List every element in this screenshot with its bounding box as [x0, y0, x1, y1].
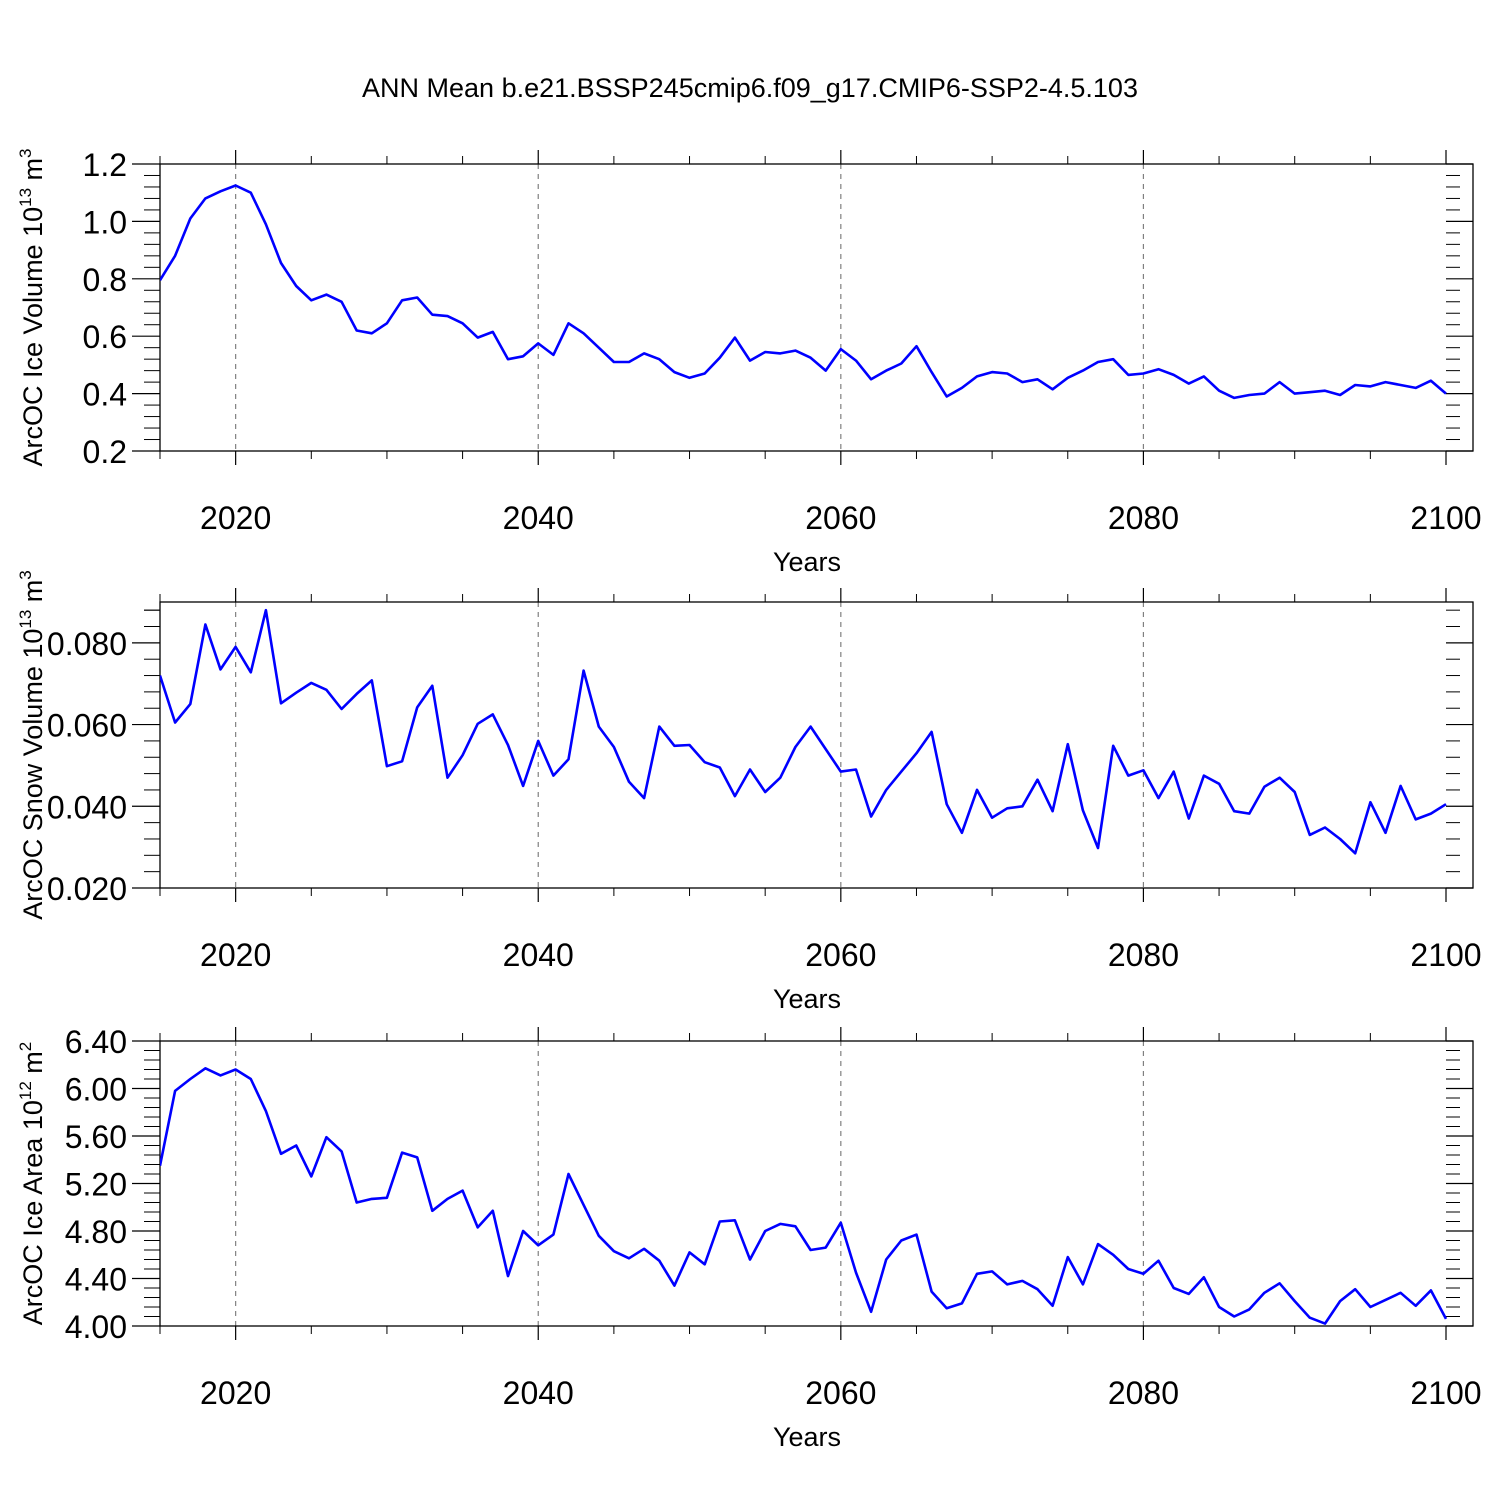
y-axis-title: ArcOC Ice Area 1012 m2: [16, 1042, 48, 1326]
x-tick-label-2060: 2060: [805, 1375, 876, 1411]
x-tick-label-2100: 2100: [1410, 937, 1481, 973]
y-tick-label-1.0: 1.0: [83, 204, 127, 240]
y-tick-label-4.40: 4.40: [65, 1262, 127, 1298]
y-tick-label-0.4: 0.4: [83, 377, 127, 413]
y-axis-title-unit: m: [18, 580, 48, 610]
y-axis-title-text: ArcOC Ice Area 10: [18, 1100, 48, 1325]
y-axis-title-text: ArcOC Snow Volume 10: [18, 629, 48, 920]
y-tick-label-4.80: 4.80: [65, 1214, 127, 1250]
y-tick-label-5.20: 5.20: [65, 1167, 127, 1203]
y-axis-title: ArcOC Snow Volume 1013 m3: [16, 570, 48, 920]
tick-marks: [132, 1027, 1473, 1340]
y-tick-label-0.080: 0.080: [47, 626, 127, 662]
y-axis-title: ArcOC Ice Volume 1013 m3: [16, 148, 48, 466]
x-tick-label-2060: 2060: [805, 500, 876, 536]
y-tick-label-6.40: 6.40: [65, 1024, 127, 1060]
series-line: [160, 1067, 1448, 1325]
y-tick-label-6.00: 6.00: [65, 1072, 127, 1108]
y-axis-title-unit-exponent: 2: [16, 1042, 35, 1051]
y-tick-label-1.2: 1.2: [83, 147, 127, 183]
y-tick-label-0.6: 0.6: [83, 319, 127, 355]
y-axis-title-exponent: 13: [16, 188, 35, 207]
y-tick-label-0.020: 0.020: [47, 871, 127, 907]
y-axis-title-unit-exponent: 3: [16, 148, 35, 157]
x-tick-label-2040: 2040: [503, 500, 574, 536]
panel-1: 2020 2040 2060 2080 2100 0.2 0.4 0.6 0.8 1.0 1.2 Ye…: [16, 147, 1482, 577]
y-axis-title-text: ArcOC Ice Volume 10: [18, 207, 48, 467]
x-tick-label-2060: 2060: [805, 937, 876, 973]
y-tick-label-0.8: 0.8: [83, 262, 127, 298]
y-axis-title-unit: m: [18, 1051, 48, 1081]
panel-2: 2020 2040 2060 2080 2100 0.020 0.040 0.060 0.080…: [16, 570, 1482, 1014]
x-tick-label-2100: 2100: [1410, 500, 1481, 536]
panel-3: 2020 2040 2060 2080 2100 4.00 4.40 4.80 5.20 5.60…: [16, 1024, 1482, 1452]
tick-marks: [132, 150, 1473, 465]
x-tick-label-2080: 2080: [1108, 1375, 1179, 1411]
series-line: [160, 608, 1447, 855]
x-tick-label-2040: 2040: [503, 937, 574, 973]
y-axis-title-unit: m: [18, 158, 48, 188]
x-tick-label-2020: 2020: [200, 1375, 271, 1411]
y-axis-title-unit-exponent: 3: [16, 570, 35, 579]
y-tick-label-0.2: 0.2: [83, 434, 127, 470]
series-line: [160, 184, 1447, 400]
x-axis-title: Years: [773, 1422, 841, 1452]
y-tick-label-0.060: 0.060: [47, 708, 127, 744]
plot-frame: [159, 1040, 1474, 1327]
y-tick-label-0.040: 0.040: [47, 789, 127, 825]
y-tick-label-4.00: 4.00: [65, 1309, 127, 1345]
chart-title: ANN Mean b.e21.BSSP245cmip6.f09_g17.CMIP…: [362, 73, 1138, 103]
x-tick-label-2020: 2020: [200, 937, 271, 973]
x-axis-title: Years: [773, 547, 841, 577]
x-tick-label-2100: 2100: [1410, 1375, 1481, 1411]
plot-frame: [159, 163, 1474, 452]
x-tick-label-2080: 2080: [1108, 937, 1179, 973]
y-axis-title-exponent: 13: [16, 610, 35, 629]
y-tick-label-5.60: 5.60: [65, 1119, 127, 1155]
x-tick-label-2080: 2080: [1108, 500, 1179, 536]
tick-marks: [132, 588, 1473, 902]
x-axis-title: Years: [773, 984, 841, 1014]
x-tick-label-2020: 2020: [200, 500, 271, 536]
plot-frame: [159, 601, 1474, 889]
y-axis-title-exponent: 12: [16, 1081, 35, 1100]
x-tick-label-2040: 2040: [503, 1375, 574, 1411]
